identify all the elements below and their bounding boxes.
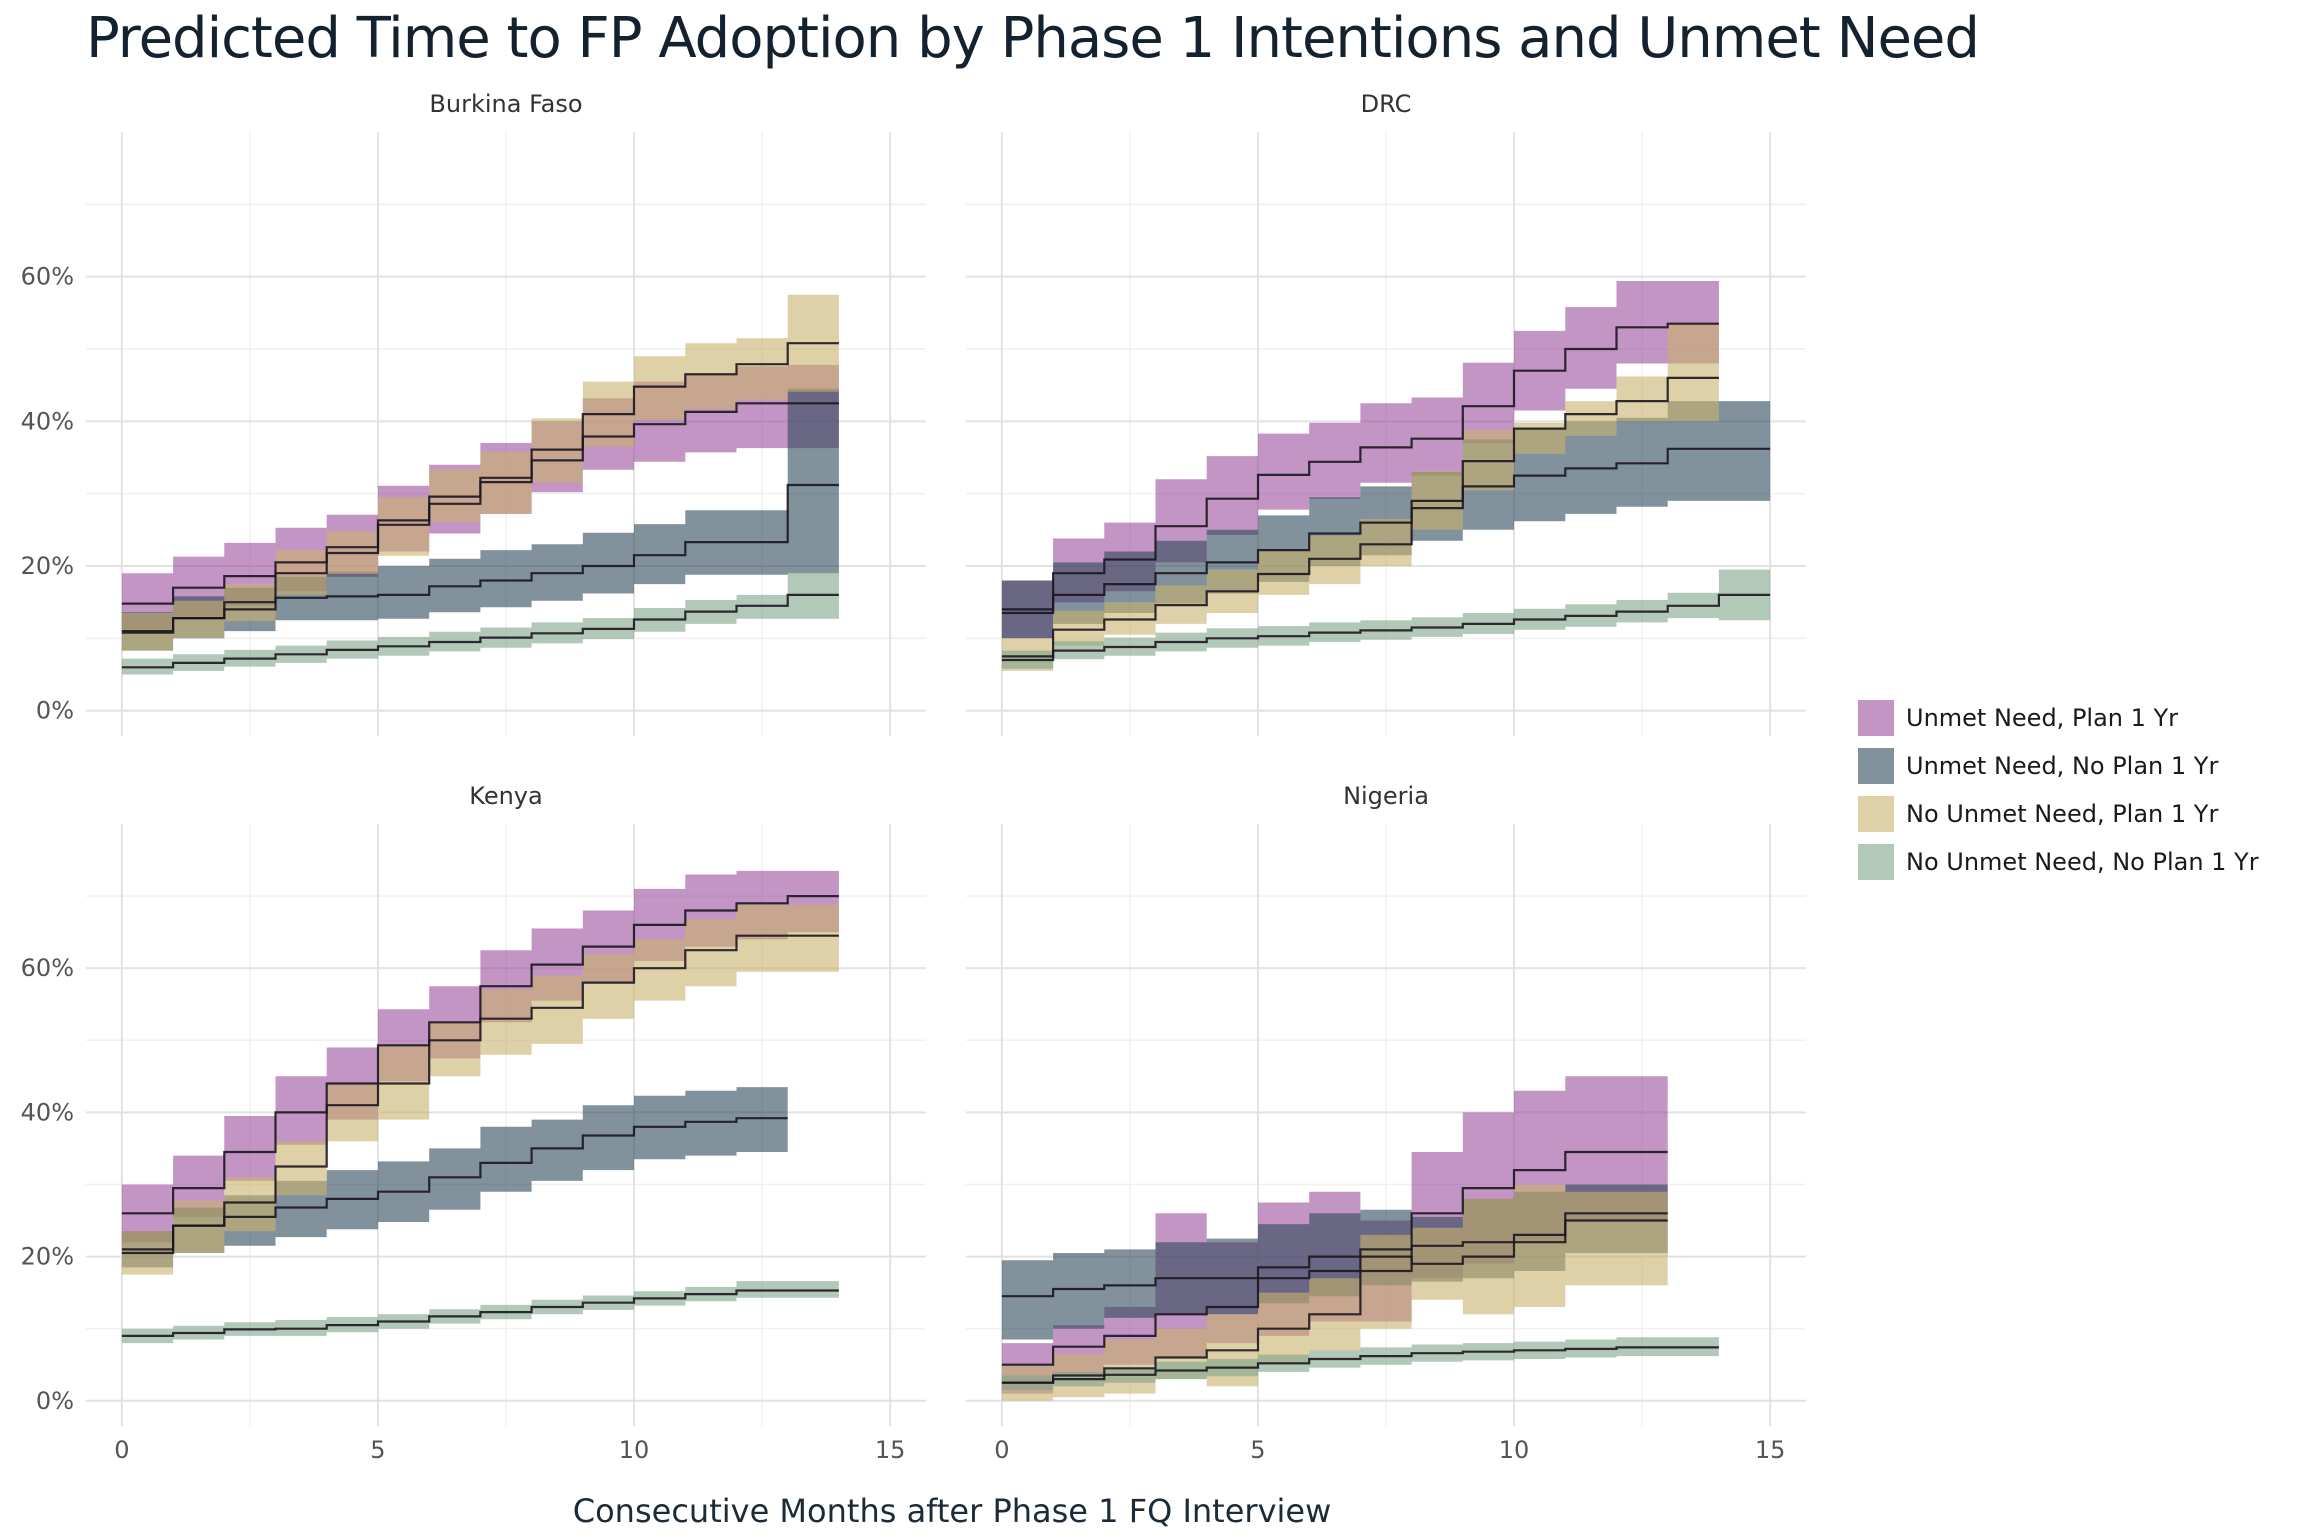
panel-burkina-faso: Burkina Faso 0% 20% 40% 60%	[21, 90, 926, 736]
line-no-unmet-need-no-plan-1-yr-nigeria	[1001, 1346, 1719, 1384]
legend-label: No Unmet Need, No Plan 1 Yr	[1906, 848, 2259, 876]
line-unmet-need-no-plan-1-yr-kenya	[121, 1117, 788, 1251]
legend-item-unmet-need-plan-1-yr: Unmet Need, Plan 1 Yr	[1858, 700, 2178, 736]
legend-swatch	[1858, 796, 1894, 832]
line-unmet-need-no-plan-1-yr-burkina-faso	[121, 483, 839, 633]
legend-label: No Unmet Need, Plan 1 Yr	[1906, 800, 2218, 828]
y-tick-label: 60%	[21, 263, 74, 291]
y-tick-label: 40%	[21, 1098, 74, 1126]
legend: Unmet Need, Plan 1 Yr Unmet Need, No Plan…	[1858, 700, 2259, 880]
lines-nigeria	[1001, 1150, 1719, 1384]
chart-title: Predicted Time to FP Adoption by Phase 1…	[86, 6, 1980, 71]
line-no-unmet-need-no-plan-1-yr-burkina-faso	[121, 593, 839, 669]
legend-label: Unmet Need, No Plan 1 Yr	[1906, 752, 2218, 780]
legend-item-unmet-need-no-plan-1-yr: Unmet Need, No Plan 1 Yr	[1858, 748, 2218, 784]
line-unmet-need-no-plan-1-yr-nigeria	[1001, 1212, 1668, 1298]
y-tick-label: 60%	[21, 954, 74, 982]
line-unmet-need-plan-1-yr-nigeria	[1001, 1150, 1668, 1366]
panel-kenya: Kenya 0% 20% 40% 60% 0 5 10 15	[21, 782, 926, 1464]
panel-title-kenya: Kenya	[469, 782, 542, 810]
x-tick-label: 10	[1499, 1436, 1530, 1464]
line-no-unmet-need-no-plan-1-yr-drc	[1001, 593, 1771, 662]
lines-kenya	[121, 895, 839, 1337]
line-no-unmet-need-plan-1-yr-nigeria	[1001, 1219, 1668, 1384]
lines-burkina-faso	[121, 342, 839, 669]
ribbon-no-unmet-need-no-plan-1-yr-drc	[1001, 569, 1771, 669]
line-unmet-need-plan-1-yr-kenya	[121, 895, 839, 1215]
y-tick-label: 0%	[36, 1387, 74, 1415]
panel-drc: DRC	[966, 90, 1806, 736]
legend-item-no-unmet-need-no-plan-1-yr: No Unmet Need, No Plan 1 Yr	[1858, 844, 2259, 880]
panel-title-drc: DRC	[1361, 90, 1412, 118]
x-tick-label: 0	[994, 1436, 1009, 1464]
ribbons-nigeria	[1001, 1076, 1719, 1401]
line-no-unmet-need-plan-1-yr-drc	[1001, 376, 1719, 658]
line-unmet-need-plan-1-yr-burkina-faso	[121, 402, 839, 605]
ribbons-kenya	[121, 870, 839, 1344]
legend-swatch	[1858, 748, 1894, 784]
y-tick-label: 20%	[21, 552, 74, 580]
y-tick-label: 0%	[36, 697, 74, 725]
panel-title-nigeria: Nigeria	[1343, 782, 1429, 810]
x-tick-label: 15	[1755, 1436, 1786, 1464]
x-tick-label: 15	[875, 1436, 906, 1464]
x-tick-label: 10	[619, 1436, 650, 1464]
x-axis-label: Consecutive Months after Phase 1 FQ Inte…	[573, 1492, 1332, 1530]
line-no-unmet-need-plan-1-yr-kenya	[121, 934, 839, 1255]
line-unmet-need-plan-1-yr-drc	[1001, 322, 1719, 615]
ribbon-no-unmet-need-plan-1-yr-nigeria	[1001, 1184, 1668, 1401]
panel-nigeria: Nigeria 0 5 10 15	[966, 782, 1806, 1464]
line-no-unmet-need-no-plan-1-yr-kenya	[121, 1289, 839, 1337]
legend-swatch	[1858, 844, 1894, 880]
ribbon-no-unmet-need-plan-1-yr-drc	[1001, 323, 1719, 671]
legend-label: Unmet Need, Plan 1 Yr	[1906, 704, 2178, 732]
line-no-unmet-need-plan-1-yr-burkina-faso	[121, 342, 839, 634]
y-tick-label: 40%	[21, 407, 74, 435]
panels-layer: Burkina Faso 0% 20% 40% 60% DRC Kenya 0% 20% 40% 6…	[21, 90, 1806, 1464]
x-tick-label: 5	[370, 1436, 385, 1464]
legend-swatch	[1858, 700, 1894, 736]
panel-title-burkina-faso: Burkina Faso	[429, 90, 582, 118]
legend-item-no-unmet-need-plan-1-yr: No Unmet Need, Plan 1 Yr	[1858, 796, 2218, 832]
line-unmet-need-no-plan-1-yr-drc	[1001, 447, 1771, 611]
ribbon-no-unmet-need-plan-1-yr-kenya	[121, 904, 839, 1275]
lines-drc	[1001, 322, 1771, 662]
ribbon-no-unmet-need-no-plan-1-yr-burkina-faso	[121, 571, 839, 675]
y-tick-label: 20%	[21, 1243, 74, 1271]
x-tick-label: 0	[114, 1436, 129, 1464]
x-tick-label: 5	[1250, 1436, 1265, 1464]
